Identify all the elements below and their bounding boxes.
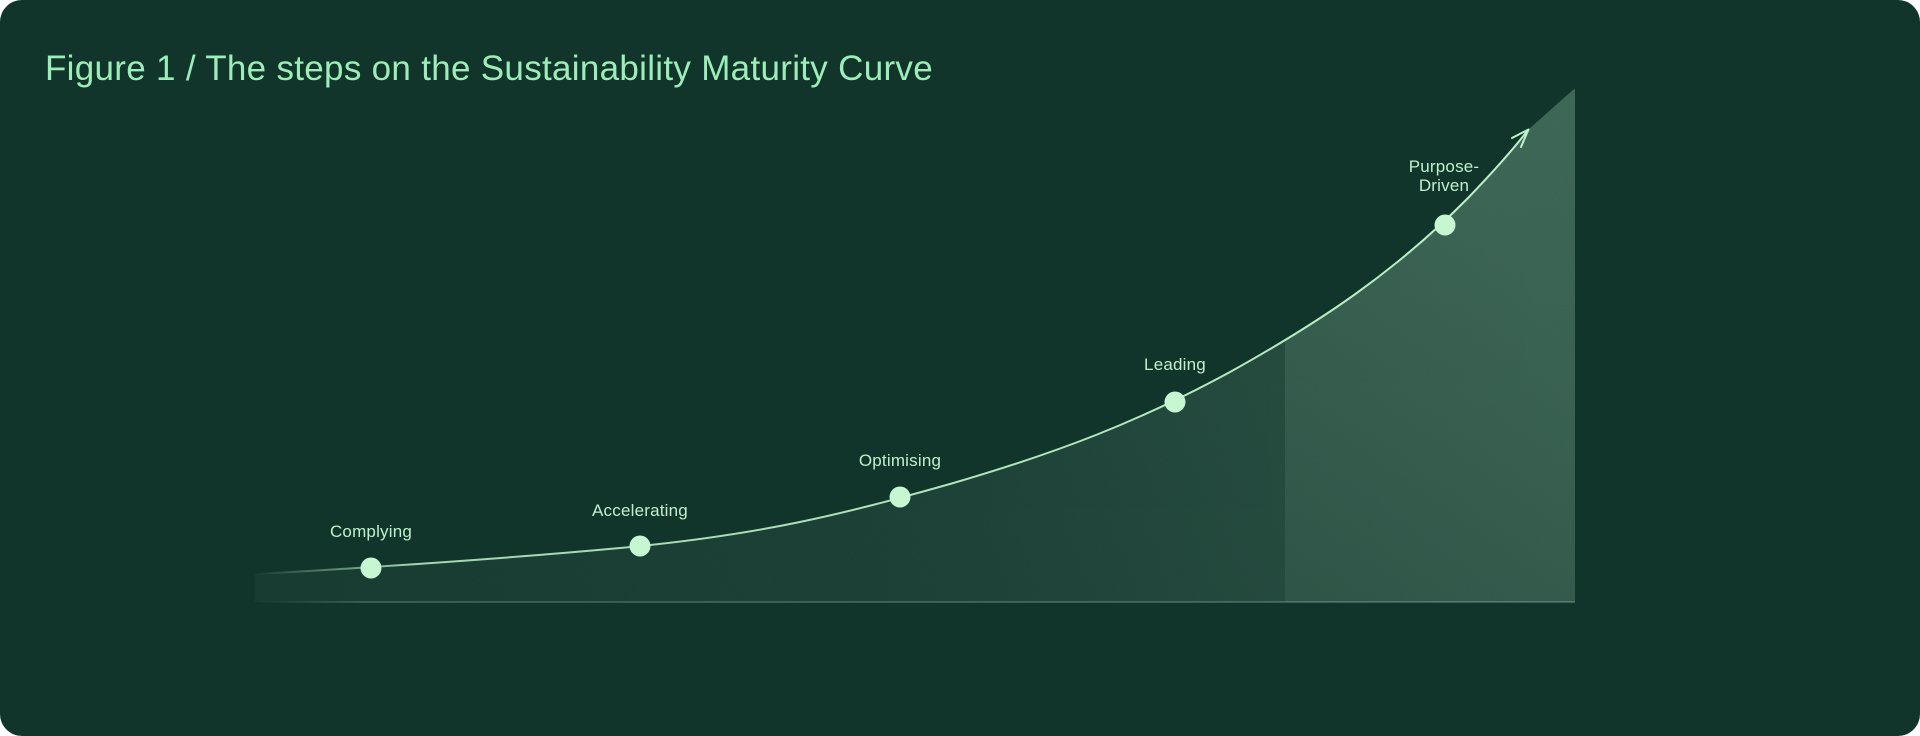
curve-arrow-head-icon (1511, 128, 1530, 148)
stage-label-leading: Leading (1144, 355, 1206, 374)
stage-label-accelerating: Accelerating (592, 501, 688, 520)
maturity-curve-line (254, 129, 1529, 575)
stage-label-optimising: Optimising (858, 451, 942, 470)
stage-label-complying: Complying (329, 522, 413, 541)
stage-dot-complying (360, 557, 382, 579)
stage-label-purpose-driven: Purpose- Driven (1408, 157, 1480, 195)
stage-dot-purpose-driven (1434, 214, 1456, 236)
stage-dot-optimising (889, 486, 911, 508)
stage-dot-leading (1164, 391, 1186, 413)
figure-title: Figure 1 / The steps on the Sustainabili… (45, 49, 933, 88)
stage-dot-accelerating (629, 535, 651, 557)
